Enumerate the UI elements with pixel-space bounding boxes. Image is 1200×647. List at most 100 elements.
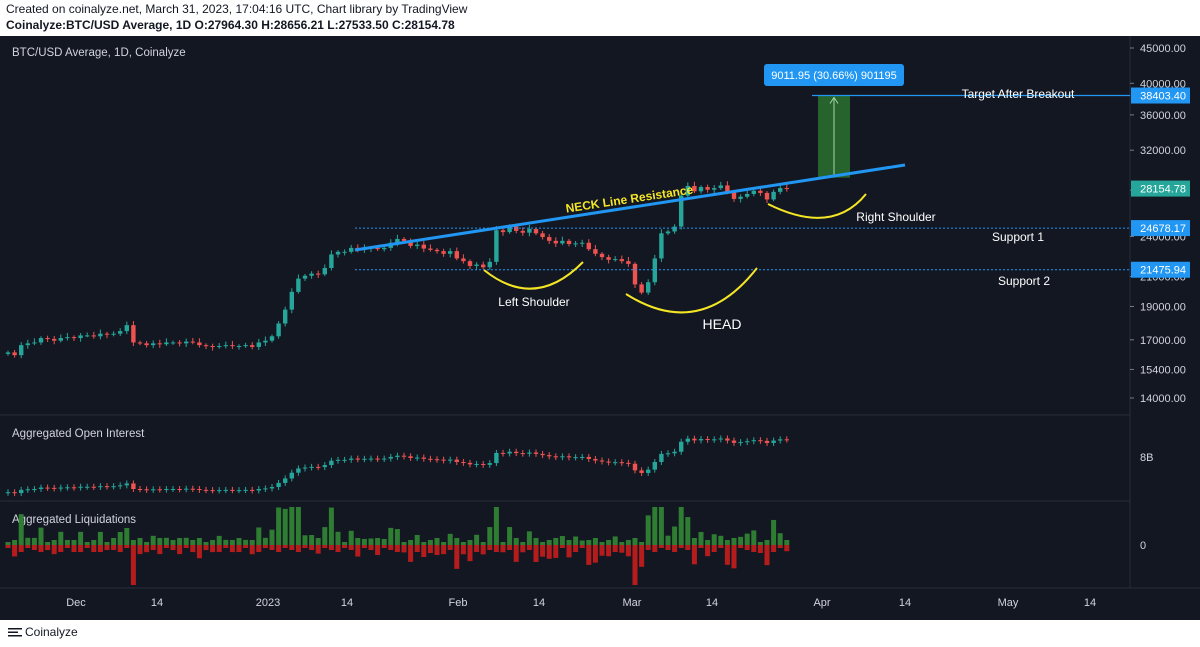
candle-body [566, 240, 572, 245]
candle-body [98, 333, 103, 337]
liq-bar-long [460, 542, 466, 545]
liq-bar-long [157, 538, 163, 545]
oi-body [672, 451, 677, 454]
y-tick-label: 15400.00 [1140, 364, 1186, 376]
x-tick-label: 14 [341, 597, 353, 609]
liq-bar-long [256, 527, 262, 545]
oi-body [626, 462, 631, 464]
candle-body [19, 345, 24, 356]
footer: Coinalyze [0, 620, 1200, 647]
liq-bar-long [691, 538, 697, 545]
liq-bar-long [546, 540, 552, 545]
liq-bar-short [757, 545, 763, 554]
liq-bar-short [256, 545, 262, 552]
liq-bar-short [744, 545, 750, 550]
oi-body [566, 456, 572, 458]
candle-body [335, 251, 341, 255]
liq-bar-short [322, 545, 328, 548]
liq-bar-short [84, 545, 90, 548]
candle-body [606, 257, 611, 260]
liq-y-tick-label: 0 [1140, 540, 1146, 552]
oi-body [401, 455, 407, 457]
candle-body [342, 251, 347, 253]
liq-bar-short [216, 545, 222, 552]
liq-bar-short [315, 545, 321, 554]
candle-body [639, 284, 644, 293]
oi-body [461, 461, 466, 463]
liq-bar-long [388, 527, 394, 545]
liq-bar-short [183, 545, 189, 548]
liq-bar-short [632, 545, 638, 585]
liq-bar-short [355, 545, 361, 557]
liq-bar-long [533, 538, 539, 545]
oi-body [580, 456, 585, 458]
liq-bar-short [289, 545, 295, 550]
liq-bar-long [474, 534, 480, 545]
liq-bar-long [236, 538, 242, 545]
chart-panel[interactable]: BTC/USD Average, 1D, Coinalyze Aggregated… [0, 36, 1200, 620]
liq-bar-long [394, 529, 400, 545]
liq-bar-short [520, 545, 526, 553]
head-label: HEAD [703, 316, 742, 332]
target-label: Target After Breakout [962, 87, 1075, 101]
liq-bar-long [705, 540, 711, 545]
x-tick-label: 2023 [256, 597, 280, 609]
liq-bar-short [731, 545, 737, 569]
liq-bar-short [421, 545, 427, 557]
liq-bar-long [97, 531, 103, 545]
right-shoulder-curve [767, 193, 867, 219]
candle-body [507, 226, 512, 233]
liq-bar-long [144, 542, 150, 545]
liq-bar-long [170, 540, 176, 545]
oi-body [342, 459, 347, 461]
oi-body [731, 440, 737, 443]
support-1-label: Support 1 [992, 230, 1044, 244]
liq-bar-long [137, 538, 143, 545]
liq-bar-long [183, 537, 189, 545]
neckline-label: NECK Line Resistance [565, 182, 695, 215]
liq-bar-short [652, 545, 658, 552]
oi-body [784, 439, 789, 441]
oi-body [12, 492, 17, 494]
oi-body [375, 458, 380, 460]
liq-bar-short [111, 545, 117, 550]
candle-body [250, 345, 255, 347]
candle-body [65, 337, 70, 339]
liq-bar-short [764, 545, 770, 566]
liq-bar-short [104, 545, 110, 551]
candle-body [375, 247, 380, 250]
liq-bar-long [678, 507, 684, 545]
liq-bar-long [302, 535, 308, 545]
liq-bar-long [672, 526, 678, 545]
liq-bar-long [731, 538, 737, 545]
liq-bar-short [309, 545, 315, 550]
liq-bar-short [335, 545, 341, 552]
liq-bar-short [540, 545, 546, 557]
brand-logo[interactable]: Coinalyze [8, 625, 78, 639]
candle-body [170, 342, 176, 344]
oi-body [599, 460, 605, 462]
candle-body [685, 185, 690, 196]
liq-bar-long [632, 538, 638, 545]
candle-body [382, 247, 387, 250]
x-tick-label: 14 [706, 597, 718, 609]
liq-bar-long [322, 527, 328, 545]
liq-bar-short [368, 545, 374, 550]
oi-body [276, 482, 281, 488]
liq-bar-long [348, 530, 354, 545]
liq-bar-long [78, 531, 84, 545]
oi-body [382, 458, 387, 460]
price-axis-label-box [1131, 180, 1190, 197]
liq-bar-short [262, 545, 268, 548]
price-chart-svg[interactable]: BTC/USD Average, 1D, Coinalyze Aggregated… [0, 36, 1200, 620]
candle-body [210, 346, 215, 348]
candle-body [322, 268, 327, 275]
candle-body [349, 247, 354, 252]
liq-bar-short [328, 545, 334, 550]
oi-body [428, 458, 433, 460]
candle-body [289, 291, 294, 310]
candle-body [38, 338, 44, 343]
oi-body [421, 457, 426, 459]
oi-body [507, 451, 512, 454]
liq-bar-long [480, 542, 486, 545]
